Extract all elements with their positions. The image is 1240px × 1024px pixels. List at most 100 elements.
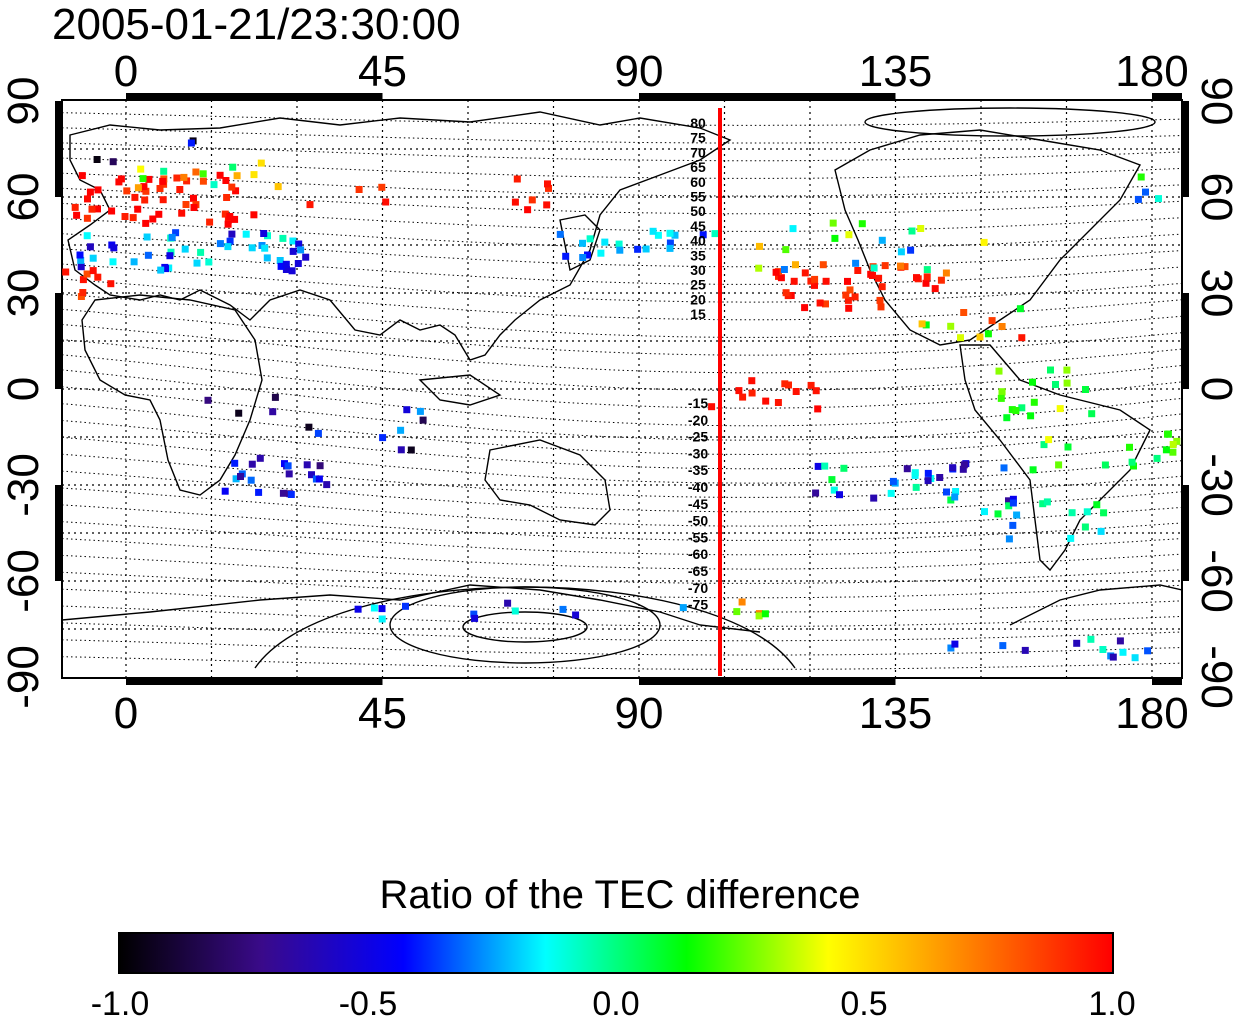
tec-data-cell	[192, 168, 200, 176]
tec-data-cell	[1029, 466, 1037, 474]
top-longitude-tick: 180	[1115, 47, 1188, 96]
tec-data-cell	[876, 296, 884, 304]
contour-label: 25	[690, 277, 706, 293]
tec-data-cell	[801, 304, 809, 312]
tec-data-cell	[141, 196, 149, 204]
contour-label: 65	[690, 159, 706, 175]
contour-label: -30	[688, 445, 708, 461]
tec-data-cell	[524, 206, 532, 214]
tec-data-cell	[226, 213, 234, 220]
tec-data-cell	[86, 243, 94, 251]
tec-data-cell	[699, 231, 707, 239]
colorbar-tick: 1.0	[1088, 985, 1136, 1023]
tec-data-cell	[671, 231, 679, 239]
tec-data-cell	[145, 175, 153, 183]
tec-data-cell	[109, 158, 117, 166]
tec-data-cell	[199, 170, 207, 178]
tec-data-cell	[812, 387, 820, 395]
left-latitude-tick: 0	[0, 377, 48, 401]
tec-data-cell	[1003, 414, 1011, 422]
tec-data-cell	[579, 239, 586, 247]
tec-data-cell	[878, 236, 886, 244]
tec-data-cell	[903, 465, 911, 473]
tec-data-cell	[586, 235, 594, 243]
tec-data-cell	[511, 198, 519, 206]
contour-label: 60	[690, 174, 706, 190]
colorbar-tick: -1.0	[90, 985, 150, 1023]
contour-label: -40	[688, 479, 708, 495]
tec-data-cell	[545, 184, 552, 192]
tec-data-cell	[77, 293, 85, 300]
tec-data-cell	[917, 225, 925, 232]
bottom-longitude-tick: 180	[1115, 689, 1188, 738]
tec-data-cell	[88, 205, 96, 213]
tec-data-cell	[1153, 454, 1161, 462]
tec-data-cell	[295, 240, 303, 248]
tec-data-cell	[83, 214, 91, 222]
right-latitude-tick: -90	[1192, 645, 1240, 709]
tec-data-cell	[666, 229, 674, 237]
tec-data-cell	[642, 245, 650, 253]
tec-data-cell	[897, 262, 904, 270]
tec-data-cell	[83, 232, 91, 240]
tec-data-cell	[829, 219, 837, 227]
tec-data-cell	[936, 474, 944, 481]
tec-data-cell	[161, 263, 169, 271]
tec-data-cell	[858, 220, 866, 228]
tec-data-cell	[180, 173, 188, 181]
tec-data-cell	[733, 608, 741, 616]
tec-data-cell	[1056, 405, 1064, 413]
tec-data-cell	[190, 204, 198, 211]
tec-data-cell	[134, 205, 142, 213]
tec-data-cell	[807, 277, 815, 285]
tec-data-cell	[182, 201, 190, 208]
contour-label: -15	[688, 395, 708, 411]
tec-data-cell	[144, 251, 152, 259]
tec-data-cell	[528, 196, 536, 204]
tec-data-cell	[755, 612, 763, 620]
contour-label: -35	[688, 462, 708, 478]
tec-data-cell	[739, 393, 747, 401]
tec-data-cell	[1116, 637, 1124, 645]
tec-data-cell	[1082, 386, 1089, 393]
tec-data-cell	[282, 266, 290, 273]
tec-data-cell	[235, 409, 243, 417]
tec-data-cell	[584, 251, 591, 259]
tec-data-cell	[708, 403, 716, 411]
tec-data-cell	[1009, 521, 1017, 529]
tec-data-cell	[232, 475, 240, 483]
tec-data-cell	[470, 610, 478, 618]
colorbar	[118, 932, 1114, 974]
axis-bar-right	[1182, 293, 1189, 389]
tec-data-cell	[947, 644, 955, 652]
tec-data-cell	[812, 489, 820, 497]
tec-data-cell	[1142, 188, 1149, 196]
tec-data-cell	[901, 263, 909, 271]
top-longitude-tick: 135	[859, 47, 932, 96]
contour-label: -50	[688, 513, 708, 529]
tec-data-cell	[228, 230, 236, 238]
tec-data-cell	[62, 268, 70, 276]
tec-data-cell	[289, 237, 297, 245]
tec-data-cell	[789, 225, 797, 233]
tec-data-cell	[302, 253, 310, 261]
tec-data-cell	[287, 491, 295, 498]
tec-data-cell	[942, 269, 950, 277]
tec-data-cell	[943, 488, 950, 496]
tec-data-cell	[263, 254, 271, 262]
tec-data-cell	[1039, 500, 1047, 508]
tec-data-cell	[912, 483, 920, 491]
tec-data-cell	[960, 461, 968, 469]
tec-data-cell	[840, 464, 848, 472]
tec-data-cell	[289, 247, 297, 255]
tec-data-cell	[1064, 443, 1072, 451]
contour-label: 15	[690, 306, 706, 322]
tec-data-cell	[402, 602, 409, 610]
tec-data-cell	[397, 426, 405, 434]
tec-data-cell	[654, 231, 662, 239]
tec-data-cell	[792, 388, 800, 395]
tec-data-cell	[1005, 497, 1012, 505]
coastline	[81, 294, 263, 496]
tec-data-cell	[131, 193, 139, 201]
tec-data-cell	[199, 177, 207, 185]
